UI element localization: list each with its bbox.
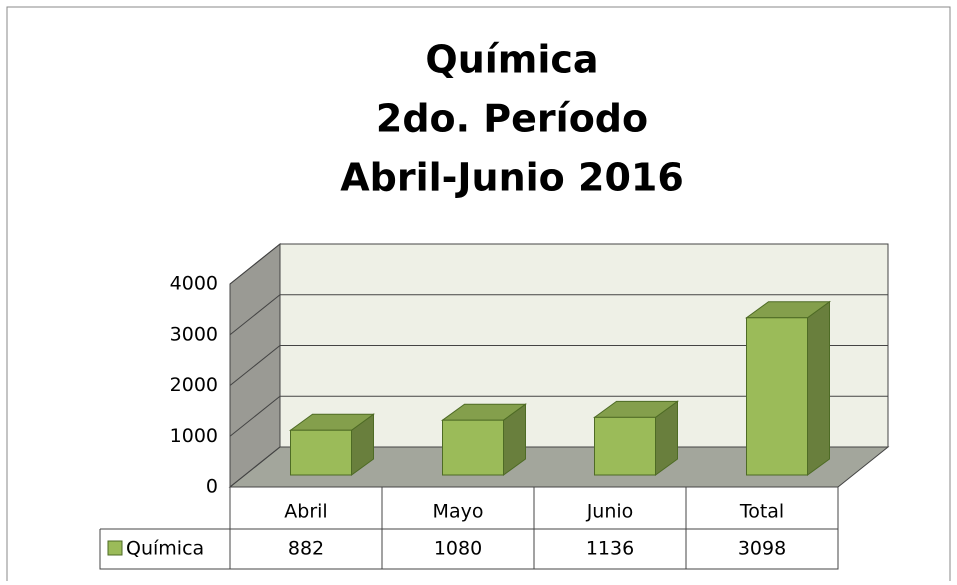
table-value: 3098 <box>738 538 786 560</box>
legend-label: Química <box>126 538 204 560</box>
table-value: 1136 <box>586 538 634 560</box>
legend-key <box>107 540 123 556</box>
grid-line <box>229 243 888 285</box>
y-tick-label: 3000 <box>170 323 218 345</box>
chart-title: Química <box>425 38 598 82</box>
y-tick-label: 0 <box>206 476 218 498</box>
x-tick-label: Total <box>739 501 784 523</box>
y-tick-label: 2000 <box>170 374 218 396</box>
bar <box>442 419 504 476</box>
bar-side <box>807 300 830 476</box>
bar <box>290 429 352 476</box>
bar <box>594 416 656 476</box>
bar <box>746 317 808 476</box>
y-tick-label: 1000 <box>170 425 218 447</box>
table-value: 1080 <box>434 538 482 560</box>
grid-line <box>229 395 888 437</box>
chart-title: Abril-Junio 2016 <box>340 156 684 200</box>
x-tick-label: Abril <box>284 501 327 523</box>
chart-title: 2do. Período <box>376 97 648 141</box>
grid-line <box>229 294 888 336</box>
grid-line <box>229 446 888 488</box>
y-tick-label: 4000 <box>170 273 218 295</box>
x-tick-label: Mayo <box>433 501 484 523</box>
grid-line <box>229 345 888 386</box>
table-value: 882 <box>288 538 324 560</box>
x-tick-label: Junio <box>586 501 634 523</box>
